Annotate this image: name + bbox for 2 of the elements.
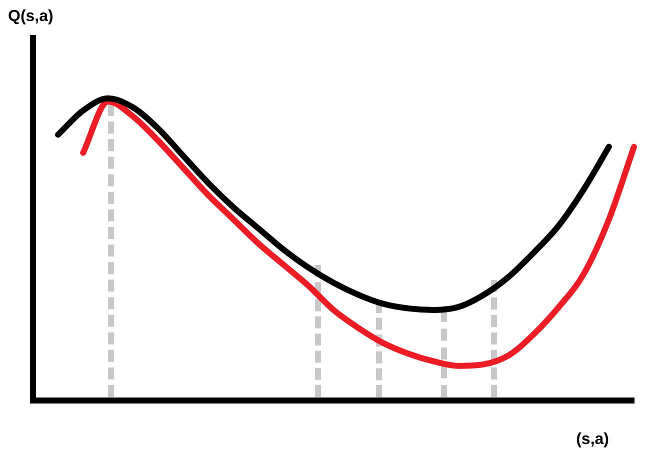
x-axis-title: (s,a)	[576, 431, 609, 449]
y-axis-title: Q(s,a)	[8, 8, 54, 26]
